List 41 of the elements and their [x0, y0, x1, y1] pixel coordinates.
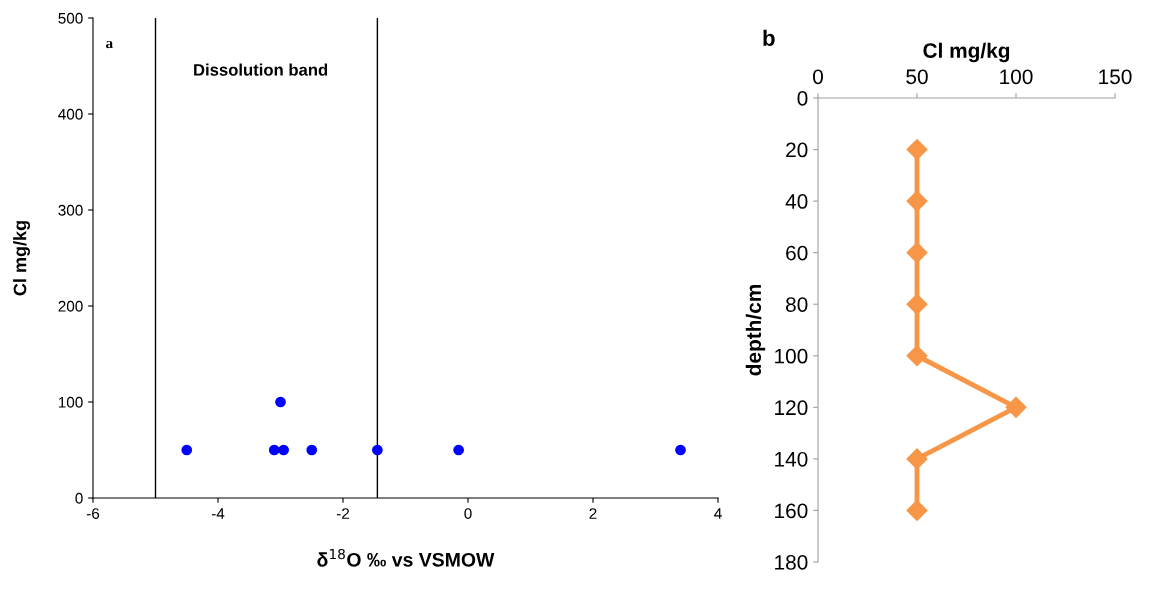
point	[906, 242, 928, 264]
point	[906, 293, 928, 315]
x-tick-label: -2	[336, 508, 350, 519]
y-tick-label: 80	[786, 297, 808, 312]
x-tick-label: -6	[86, 508, 100, 519]
x-tick-label: 150	[1099, 69, 1132, 85]
y-tick-label: 60	[786, 245, 808, 261]
x-tick-label: 4	[714, 508, 722, 519]
x-tick-label: 2	[589, 508, 597, 519]
y-tick-label: 180	[775, 555, 808, 570]
x-tick-label: 0	[464, 508, 472, 519]
y-tick-label: 20	[786, 142, 808, 158]
y-tick-label: 160	[775, 503, 808, 519]
x-tick-label: 50	[906, 69, 928, 85]
y-tick-label: 300	[58, 204, 83, 216]
y-tick-label: 40	[785, 194, 808, 209]
y-tick-label: 120	[775, 400, 808, 416]
y-tick-label: 0	[75, 492, 83, 504]
point	[1005, 396, 1027, 418]
point	[906, 448, 928, 470]
y-tick-label: 100	[775, 348, 808, 364]
chart-title: b	[763, 29, 775, 46]
y-tick-label: 0	[797, 91, 808, 106]
y-axis-title: depth/cm	[745, 284, 766, 376]
y-tick-label: 100	[58, 396, 83, 408]
y-tick-label: 400	[58, 108, 83, 120]
y-tick-label: 200	[58, 300, 83, 312]
x-axis-title: δ$^{18}$O ‰ vs VSMOW	[317, 548, 495, 567]
x-tick-label: 0	[813, 69, 823, 85]
point	[906, 190, 928, 212]
annotation: Dissolution band	[194, 63, 328, 76]
x-tick-label: -4	[211, 508, 225, 519]
y-tick-label: 140	[775, 451, 808, 467]
point	[906, 499, 928, 521]
y-axis-title: Cl mg/kg	[13, 221, 31, 296]
y-tick-label: 500	[58, 12, 83, 24]
point	[906, 345, 928, 367]
text: a	[105, 40, 113, 49]
x-axis-title: Cl mg/kg	[923, 42, 1010, 63]
x-tick-label: 100	[1000, 69, 1033, 85]
point	[906, 139, 928, 161]
